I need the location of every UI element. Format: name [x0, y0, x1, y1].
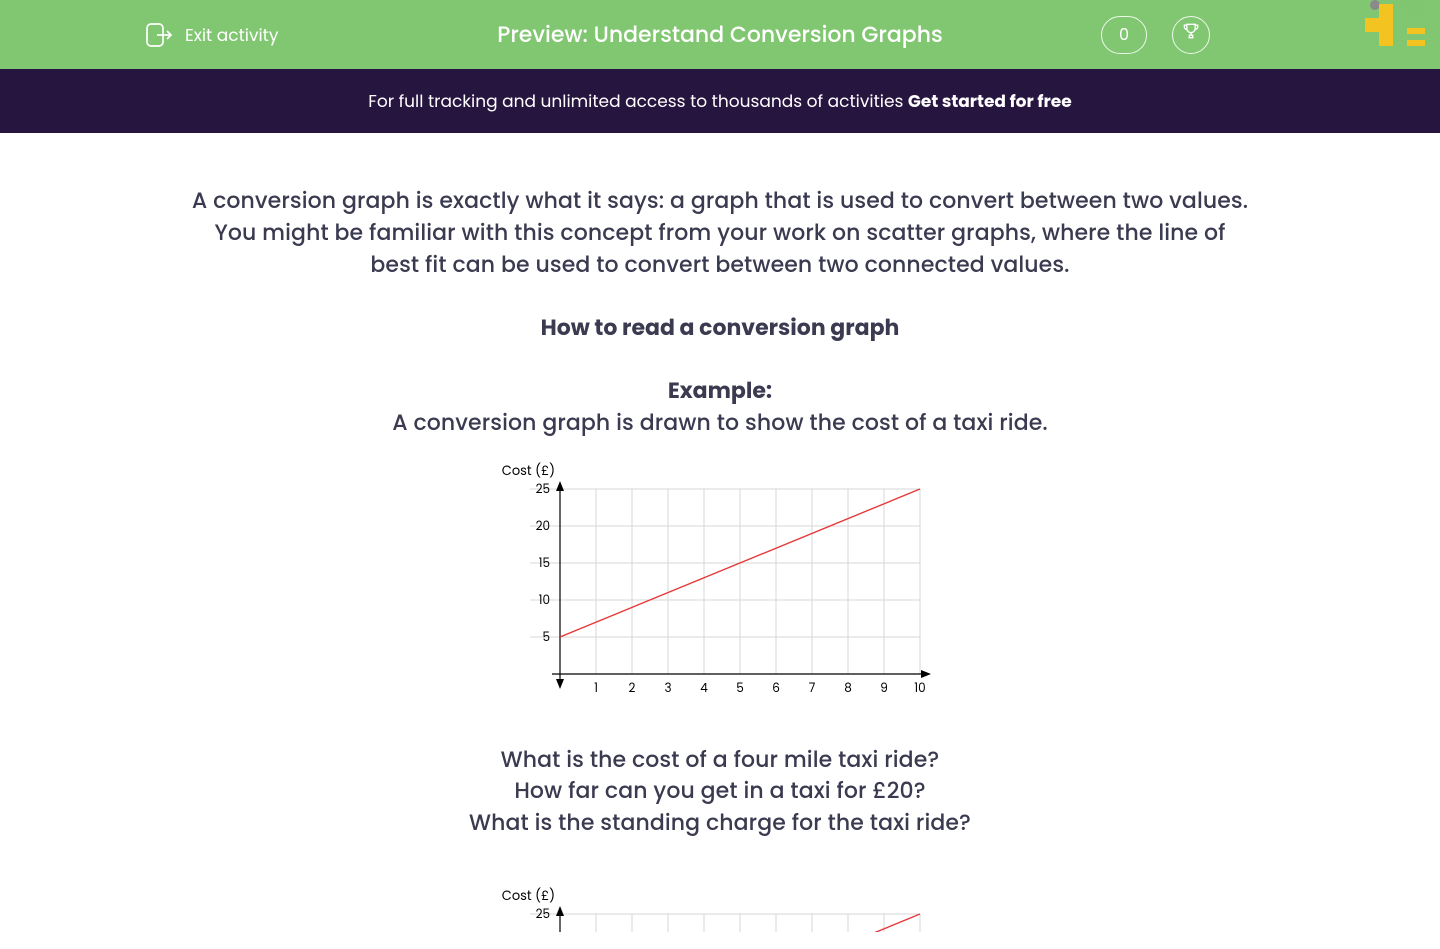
svg-text:2: 2 [629, 680, 636, 697]
exit-icon [145, 22, 173, 48]
example-desc: A conversion graph is drawn to show the … [190, 407, 1250, 439]
page-title: Preview: Understand Conversion Graphs [497, 18, 943, 51]
svg-text:10: 10 [914, 680, 925, 697]
svg-text:25: 25 [536, 481, 550, 498]
header-bar: Exit activity Preview: Understand Conver… [0, 0, 1440, 69]
svg-text:5: 5 [736, 680, 744, 697]
svg-text:4: 4 [700, 680, 708, 697]
svg-text:5: 5 [542, 629, 550, 646]
trophy-button[interactable] [1172, 16, 1210, 54]
svg-text:Cost (£): Cost (£) [502, 461, 555, 480]
svg-text:3: 3 [664, 680, 671, 697]
svg-text:9: 9 [880, 680, 888, 697]
banner-text: For full tracking and unlimited access t… [368, 89, 908, 113]
exit-activity-label: Exit activity [185, 22, 278, 48]
svg-text:6: 6 [772, 680, 780, 697]
header-right-controls: 0 [1101, 16, 1210, 54]
conversion-graph-svg-2: Cost (£)51015202512345678910 [500, 884, 940, 932]
score-value: 0 [1119, 22, 1129, 47]
svg-text:Cost (£): Cost (£) [502, 886, 555, 905]
svg-text:10: 10 [539, 592, 550, 609]
svg-text:1: 1 [594, 680, 598, 697]
svg-text:8: 8 [844, 680, 852, 697]
trophy-icon [1181, 21, 1201, 48]
svg-text:15: 15 [539, 555, 550, 572]
taxi-cost-chart: Cost (£) 5 10 15 20 25 1 2 3 4 5 6 7 8 9 10 [190, 459, 1250, 719]
svg-text:25: 25 [536, 906, 550, 923]
upsell-banner[interactable]: For full tracking and unlimited access t… [0, 69, 1440, 133]
question-2: How far can you get in a taxi for £20? [190, 775, 1250, 807]
lesson-content: A conversion graph is exactly what it sa… [170, 133, 1270, 949]
score-badge[interactable]: 0 [1101, 16, 1147, 54]
exit-activity-button[interactable]: Exit activity [145, 22, 278, 48]
brand-logo [1365, 0, 1435, 55]
question-3: What is the standing charge for the taxi… [190, 807, 1250, 839]
question-1: What is the cost of a four mile taxi rid… [190, 744, 1250, 776]
section-heading: How to read a conversion graph [190, 311, 1250, 344]
svg-text:20: 20 [536, 518, 550, 535]
svg-text:7: 7 [809, 680, 816, 697]
conversion-graph-svg: Cost (£) 5 10 15 20 25 1 2 3 4 5 6 7 8 9 10 [500, 459, 940, 719]
intro-line-2: You might be familiar with this concept … [190, 217, 1250, 281]
example-label: Example: [190, 374, 1250, 407]
intro-line-1: A conversion graph is exactly what it sa… [190, 185, 1250, 217]
banner-cta: Get started for free [908, 89, 1072, 113]
